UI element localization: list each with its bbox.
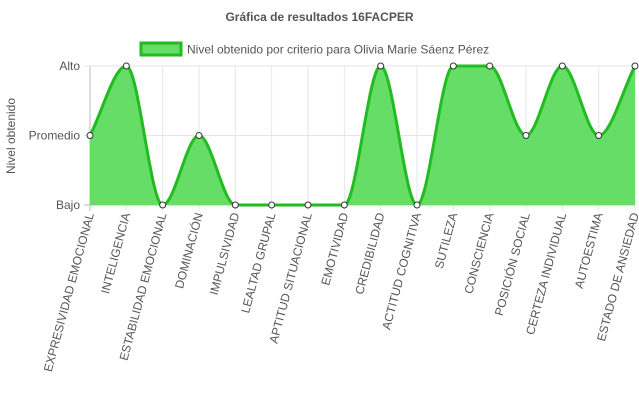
data-point[interactable] [340,201,348,209]
x-tick-label: INTELIGENCIA [98,211,133,295]
y-tick-label: Bajo [56,198,80,212]
data-point[interactable] [595,132,603,139]
data-point[interactable] [159,201,167,209]
legend-label: Nivel obtenido por criterio para Olivia … [187,43,489,57]
x-tick-label: POSICIÓN SOCIAL [491,211,533,318]
x-tick-label: IMPULSIVIDAD [207,211,243,297]
x-tick-label: ACTITUD COGNITIVA [379,211,424,331]
data-point[interactable] [486,62,494,70]
chart-title: Gráfica de resultados 16FACPER [225,10,413,24]
x-tick-label: CERTEZA INDIVIDUAL [523,211,569,336]
data-point[interactable] [377,62,385,70]
x-tick-label: EMOTIVIDAD [318,211,351,287]
y-axis-title: Nivel obtenido [4,98,18,174]
data-point[interactable] [122,62,130,70]
data-point[interactable] [631,62,639,70]
x-tick-label: CONSCIENCIA [461,211,496,295]
data-point[interactable] [522,132,530,139]
chart-legend[interactable]: Nivel obtenido por criterio para Olivia … [139,41,489,57]
y-tick-label: Alto [59,59,80,73]
x-tick-label: AUTOESTIMA [572,211,606,290]
data-point[interactable] [413,201,421,209]
x-tick-label: DOMINACIÓN [171,211,206,290]
data-points [86,62,639,209]
x-tick-label: LEALTAD GRUPAL [238,211,278,315]
data-point[interactable] [86,132,94,139]
data-point[interactable] [449,62,457,70]
x-axis-ticks: EXPRESIVIDAD EMOCIONAL INTELIGENCIAESTABI… [41,211,639,374]
data-point[interactable] [195,132,203,139]
data-point[interactable] [231,201,239,209]
x-tick-label: SUTILEZA [432,211,460,270]
legend-swatch [139,41,183,57]
data-point[interactable] [558,62,566,70]
y-axis-ticks: Bajo Promedio Alto [29,59,81,212]
series-area [88,64,637,207]
series-line [88,64,637,207]
x-tick-label: EXPRESIVIDAD EMOCIONAL [41,211,97,373]
data-point[interactable] [268,201,276,209]
y-tick-label: Promedio [29,129,81,143]
data-point[interactable] [304,201,312,209]
x-tick-label: CREDIBILIDAD [352,211,387,296]
